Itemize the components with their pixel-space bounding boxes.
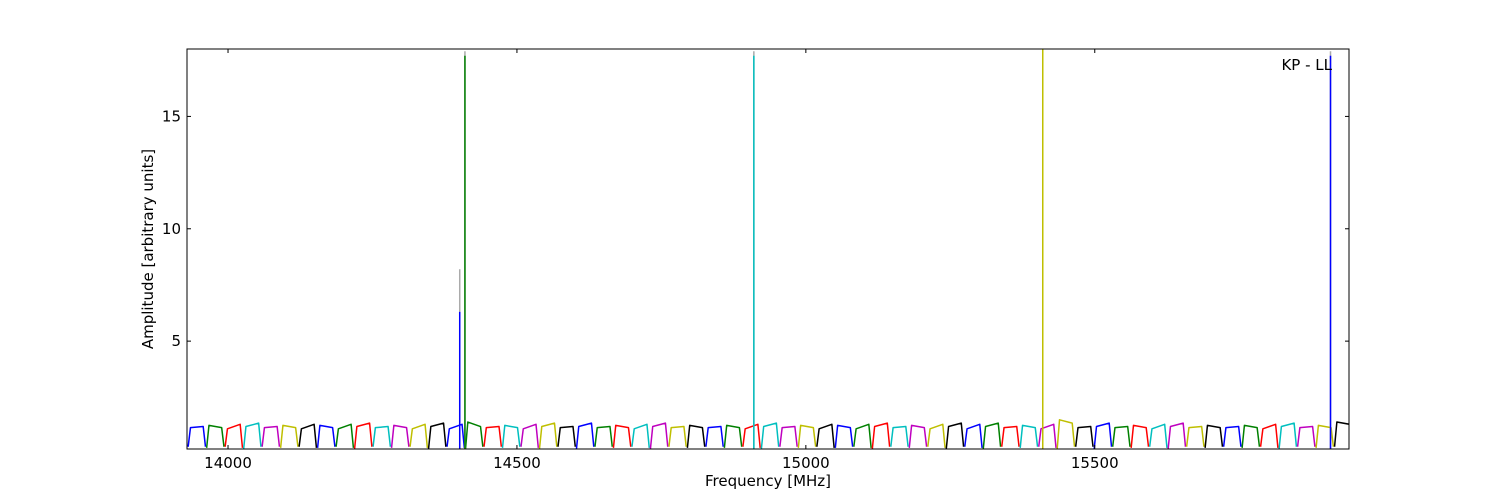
x-tick-label: 15500	[1071, 454, 1119, 472]
spectrum-line	[279, 419, 1335, 449]
spectrum-line	[242, 422, 1298, 449]
y-tick-label: 5	[171, 332, 181, 350]
x-tick-label: 14000	[204, 454, 252, 472]
annotation: KP - LL	[1281, 56, 1332, 74]
x-tick-label: 14500	[493, 454, 541, 472]
x-axis-label: Frequency [MHz]	[705, 472, 831, 490]
spectrum-line	[298, 421, 1349, 449]
spectrum-line	[205, 421, 1261, 449]
y-axis-label: Amplitude [arbitrary units]	[139, 149, 157, 349]
y-tick-label: 10	[162, 220, 181, 238]
x-tick-label: 15000	[782, 454, 830, 472]
spectrum-line	[224, 422, 1279, 449]
spectrum-line	[187, 422, 1242, 449]
axes-frame	[186, 48, 1350, 450]
plot-area	[187, 49, 1349, 449]
spectrum-line	[261, 422, 1316, 449]
y-tick-label: 15	[162, 107, 181, 125]
